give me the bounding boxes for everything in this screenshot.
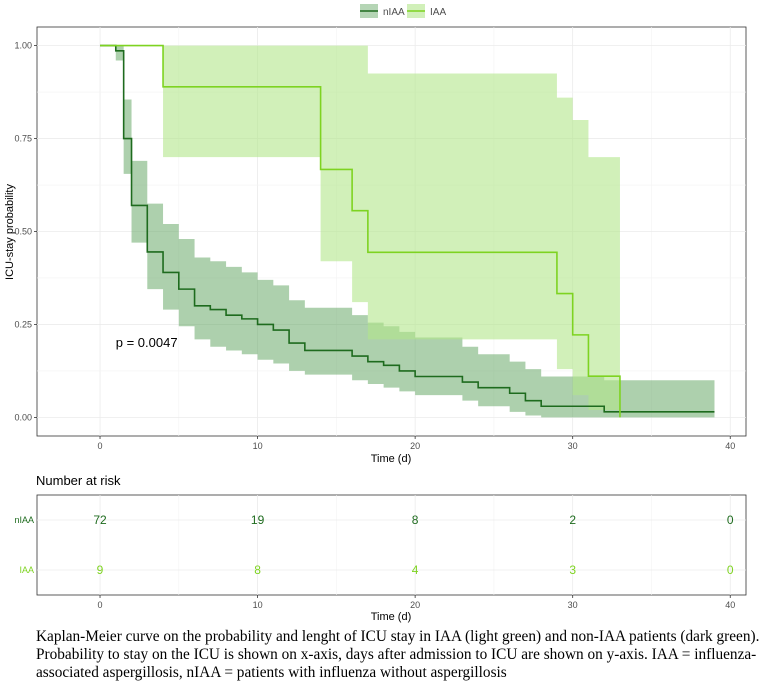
risk-table-title: Number at risk (36, 473, 121, 488)
km-y-tick-label-1: 0.25 (14, 319, 32, 329)
risk-axis-ticks: 0 10 20 30 40 (98, 595, 735, 610)
risk-x-tick-label-1: 10 (253, 600, 263, 610)
risk-x-tick-label-4: 40 (725, 600, 735, 610)
risk-cell-niaa-4: 0 (727, 513, 734, 527)
risk-cell-niaa-0: 72 (93, 513, 107, 527)
risk-row-label-niaa: nIAA (14, 515, 34, 525)
risk-cell-niaa-1: 19 (251, 513, 265, 527)
km-y-axis-title: ICU-stay probability (4, 184, 16, 280)
risk-cell-iaa-4: 0 (727, 563, 734, 577)
risk-table-cells: nIAA 72 19 8 2 0 IAA 9 8 4 3 0 (14, 513, 733, 577)
risk-cell-iaa-1: 8 (254, 563, 261, 577)
km-survival-curves (100, 44, 715, 418)
figure-caption: Kaplan-Meier curve on the probability an… (36, 628, 760, 681)
km-y-tick-label-0: 0.00 (14, 412, 32, 422)
risk-row-label-iaa: IAA (19, 565, 34, 575)
risk-cell-iaa-0: 9 (97, 563, 104, 577)
km-x-tick-label-2: 20 (410, 441, 420, 451)
km-confidence-bands (100, 45, 715, 418)
km-axis-ticks: 0 10 20 30 40 0.00 0.25 0.50 0.75 1.00 (14, 41, 735, 451)
risk-cell-iaa-3: 3 (569, 563, 576, 577)
km-x-tick-label-0: 0 (98, 441, 103, 451)
risk-cell-niaa-2: 8 (412, 513, 419, 527)
km-x-tick-label-1: 10 (253, 441, 263, 451)
km-y-tick-label-3: 0.75 (14, 134, 32, 144)
risk-x-tick-label-0: 0 (98, 600, 103, 610)
curve-iaa (100, 44, 621, 418)
legend-label-iaa: IAA (430, 7, 446, 18)
risk-cell-iaa-2: 4 (412, 563, 419, 577)
km-plot-panel: 0 10 20 30 40 0.00 0.25 0.50 0.75 1.00 p = 0.0047… (4, 26, 747, 465)
risk-x-axis-title: Time (d) (371, 611, 412, 623)
legend: nIAA IAA (360, 4, 446, 18)
band-iaa (100, 45, 620, 410)
p-value-annotation: p = 0.0047 (116, 335, 178, 350)
km-x-tick-label-4: 40 (725, 441, 735, 451)
km-y-tick-label-2: 0.50 (14, 227, 32, 237)
km-y-tick-label-4: 1.00 (14, 41, 32, 51)
risk-x-tick-label-2: 20 (410, 600, 420, 610)
risk-gridlines (37, 495, 746, 595)
km-x-axis-title: Time (d) (371, 453, 412, 465)
legend-label-niaa: nIAA (383, 7, 405, 18)
risk-cell-niaa-3: 2 (569, 513, 576, 527)
risk-panel-border (36, 494, 747, 596)
risk-x-tick-label-3: 30 (568, 600, 578, 610)
curve-niaa (100, 44, 715, 413)
band-niaa (100, 45, 715, 418)
km-x-tick-label-3: 30 (568, 441, 578, 451)
